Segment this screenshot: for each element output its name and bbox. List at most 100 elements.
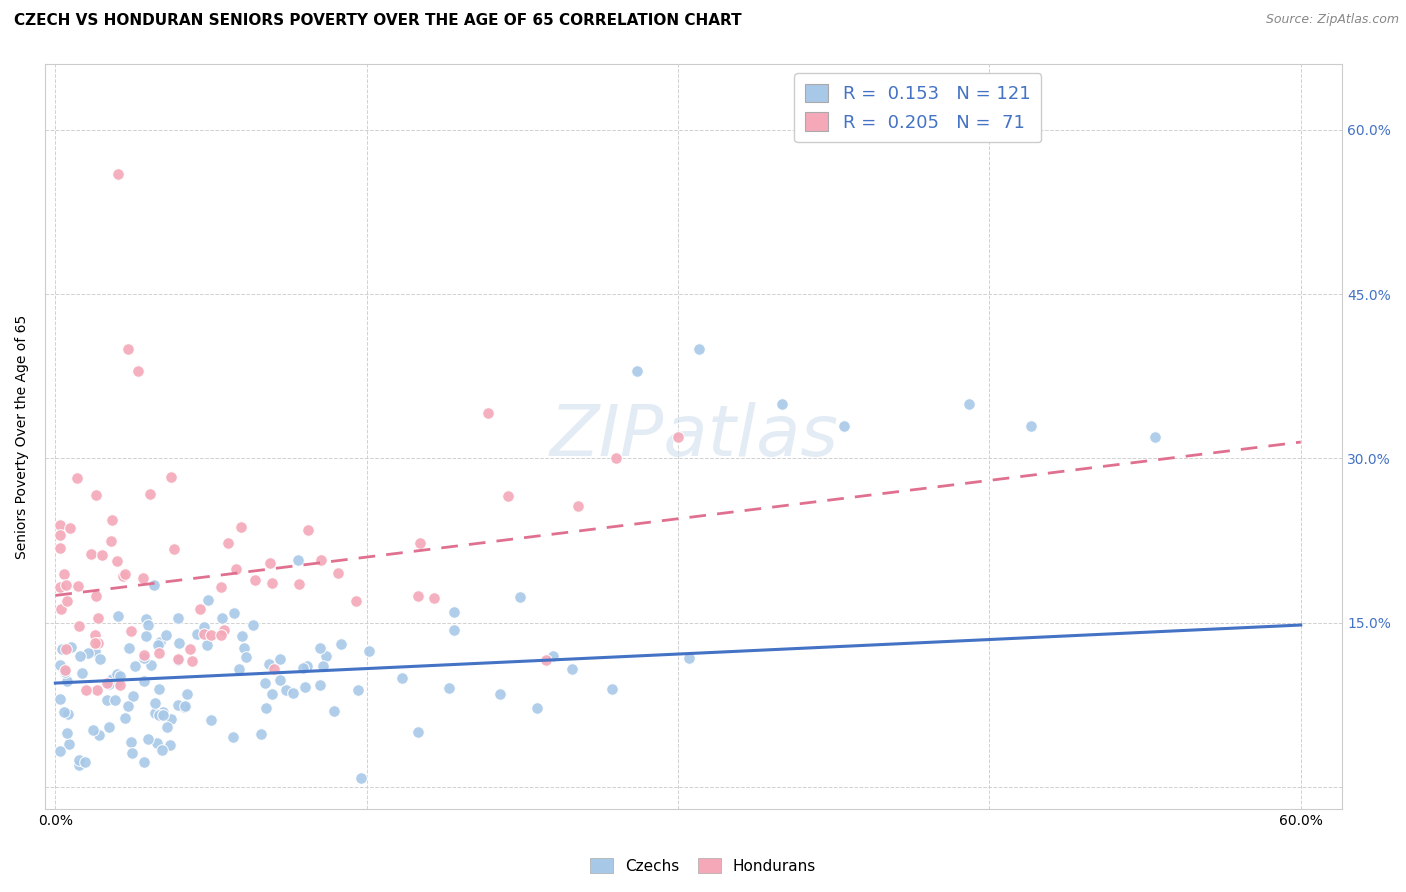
Point xyxy=(69,649,91,664)
Point xyxy=(274,682,297,697)
Point xyxy=(134,651,156,665)
Point xyxy=(269,652,291,666)
Point xyxy=(67,579,90,593)
Point xyxy=(477,406,499,420)
Point xyxy=(53,566,76,581)
Point xyxy=(443,624,465,638)
Point xyxy=(84,644,107,658)
Point xyxy=(209,628,232,642)
Point xyxy=(67,753,90,767)
Point xyxy=(294,680,316,694)
Point xyxy=(51,641,73,656)
Point xyxy=(70,665,93,680)
Point xyxy=(422,591,444,606)
Point xyxy=(308,641,330,656)
Point xyxy=(561,662,583,676)
Point xyxy=(60,640,83,655)
Point xyxy=(117,342,139,356)
Point xyxy=(87,636,110,650)
Point xyxy=(626,364,648,378)
Point xyxy=(391,671,413,685)
Point xyxy=(120,624,142,638)
Point xyxy=(249,726,271,740)
Point xyxy=(84,589,107,603)
Point xyxy=(152,707,174,722)
Point xyxy=(326,566,349,580)
Point xyxy=(112,568,135,582)
Point xyxy=(217,536,239,550)
Point xyxy=(48,518,70,533)
Point xyxy=(55,726,77,740)
Text: CZECH VS HONDURAN SENIORS POVERTY OVER THE AGE OF 65 CORRELATION CHART: CZECH VS HONDURAN SENIORS POVERTY OVER T… xyxy=(14,13,742,29)
Point xyxy=(59,521,82,535)
Point xyxy=(80,547,103,561)
Point xyxy=(58,737,80,751)
Point xyxy=(357,644,380,658)
Point xyxy=(188,602,211,616)
Point xyxy=(1019,418,1042,433)
Point xyxy=(118,641,141,656)
Legend: Czechs, Hondurans: Czechs, Hondurans xyxy=(583,852,823,880)
Point xyxy=(75,683,97,698)
Point xyxy=(162,542,184,557)
Point xyxy=(186,627,208,641)
Point xyxy=(330,638,353,652)
Point xyxy=(176,687,198,701)
Text: ZIPatlas: ZIPatlas xyxy=(550,402,838,471)
Point xyxy=(262,576,284,591)
Point xyxy=(66,470,89,484)
Point xyxy=(48,744,70,758)
Point xyxy=(135,611,157,625)
Point xyxy=(89,652,111,666)
Point xyxy=(211,611,233,625)
Point xyxy=(541,648,564,663)
Point xyxy=(688,342,710,356)
Point xyxy=(1144,429,1167,443)
Point xyxy=(259,556,281,570)
Point xyxy=(322,704,344,718)
Text: Source: ZipAtlas.com: Source: ZipAtlas.com xyxy=(1265,13,1399,27)
Point xyxy=(600,681,623,696)
Point xyxy=(148,708,170,723)
Point xyxy=(166,652,188,666)
Point xyxy=(193,620,215,634)
Point xyxy=(167,610,190,624)
Point xyxy=(127,364,149,378)
Point xyxy=(173,700,195,714)
Point xyxy=(75,756,97,770)
Point xyxy=(56,673,79,688)
Point xyxy=(105,676,128,690)
Point xyxy=(86,682,108,697)
Point xyxy=(288,577,311,591)
Point xyxy=(291,661,314,675)
Point xyxy=(159,470,181,484)
Point xyxy=(114,567,136,582)
Point xyxy=(56,706,79,721)
Point xyxy=(437,681,460,695)
Point xyxy=(225,562,247,576)
Legend: R =  0.153   N = 121, R =  0.205   N =  71: R = 0.153 N = 121, R = 0.205 N = 71 xyxy=(794,73,1042,143)
Point xyxy=(242,617,264,632)
Point xyxy=(509,591,531,605)
Point xyxy=(49,602,72,616)
Point xyxy=(101,513,124,527)
Point xyxy=(346,682,368,697)
Point xyxy=(406,725,429,739)
Point xyxy=(84,488,107,502)
Point xyxy=(139,487,162,501)
Point xyxy=(254,701,277,715)
Point xyxy=(770,397,793,411)
Point xyxy=(179,641,201,656)
Point xyxy=(957,397,980,411)
Point xyxy=(83,636,105,650)
Point xyxy=(269,673,291,687)
Point xyxy=(56,594,79,608)
Point xyxy=(107,167,129,181)
Point xyxy=(87,728,110,742)
Point xyxy=(228,662,250,676)
Point xyxy=(350,772,373,786)
Point xyxy=(260,687,283,701)
Point xyxy=(67,758,90,772)
Point xyxy=(297,523,319,537)
Point xyxy=(134,673,156,688)
